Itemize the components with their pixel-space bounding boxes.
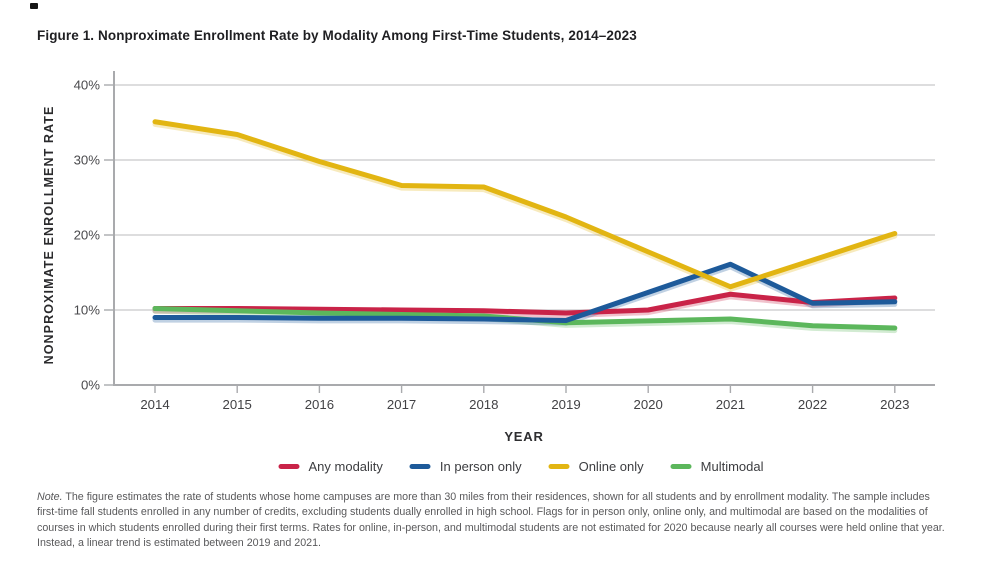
y-tick-label: 40% bbox=[74, 78, 101, 93]
legend-item-multimodal: Multimodal bbox=[670, 459, 764, 474]
legend-item-online-only: Online only bbox=[548, 459, 644, 474]
series-shadow-online-only bbox=[152, 121, 898, 292]
y-tick-label: 10% bbox=[74, 303, 101, 318]
series-line-in-person-only bbox=[152, 261, 898, 323]
figure-note: Note. The figure estimates the rate of s… bbox=[37, 490, 949, 552]
multimodal-swatch-icon bbox=[670, 464, 692, 469]
any-modality-swatch-icon bbox=[278, 464, 300, 469]
x-tick-label: 2021 bbox=[716, 397, 745, 412]
in-person-only-swatch-icon bbox=[409, 464, 431, 469]
x-tick-label: 2017 bbox=[387, 397, 416, 412]
note-label: Note. bbox=[37, 491, 63, 503]
y-axis-title: NONPROXIMATE ENROLLMENT RATE bbox=[42, 105, 56, 365]
legend-label: Online only bbox=[578, 459, 644, 474]
x-tick-label: 2023 bbox=[880, 397, 909, 412]
series-line-online-only bbox=[152, 119, 898, 290]
legend-item-any-modality: Any modality bbox=[278, 459, 383, 474]
x-tick-label: 2016 bbox=[305, 397, 334, 412]
online-only-swatch-icon bbox=[548, 464, 570, 469]
legend-label: Multimodal bbox=[700, 459, 764, 474]
x-axis-title: YEAR bbox=[504, 429, 544, 444]
x-tick-label: 2015 bbox=[223, 397, 252, 412]
y-tick-label: 0% bbox=[81, 378, 100, 393]
x-tick-label: 2022 bbox=[798, 397, 827, 412]
line-chart-plot-area: 0% 10% 20% 30% 40% 2014 2015 2016 2017 2018 2019 20… bbox=[74, 71, 935, 412]
y-tick-label: 30% bbox=[74, 153, 101, 168]
figure-title: Figure 1. Nonproximate Enrollment Rate b… bbox=[37, 28, 637, 43]
series-line-any-modality bbox=[152, 291, 898, 316]
legend-label: Any modality bbox=[308, 459, 383, 474]
x-tick-label: 2018 bbox=[469, 397, 498, 412]
legend-item-in-person-only: In person only bbox=[409, 459, 522, 474]
legend: Any modality In person only Online only … bbox=[278, 459, 764, 474]
corner-mark bbox=[30, 3, 38, 9]
note-text: The figure estimates the rate of student… bbox=[37, 491, 945, 550]
legend-label: In person only bbox=[439, 459, 522, 474]
y-tick-label: 20% bbox=[74, 228, 101, 243]
x-tick-label: 2019 bbox=[551, 397, 580, 412]
x-tick-label: 2014 bbox=[140, 397, 169, 412]
x-tick-label: 2020 bbox=[634, 397, 663, 412]
